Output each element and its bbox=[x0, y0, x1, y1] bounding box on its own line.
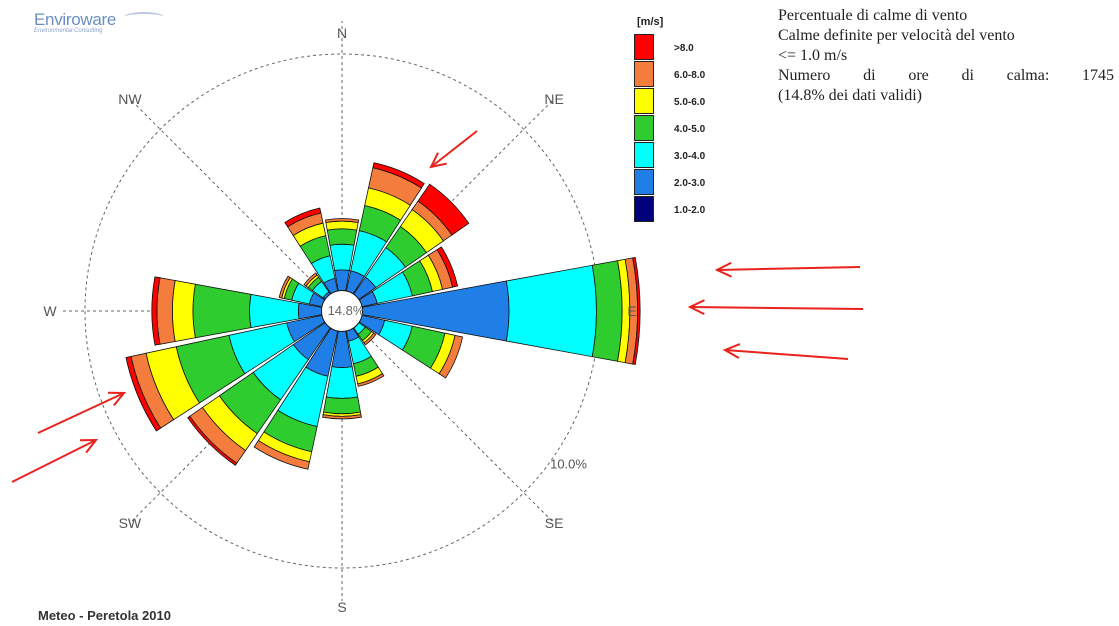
note-line-1: Percentuale di calme di vento bbox=[778, 7, 968, 24]
calm-circle bbox=[320, 289, 364, 333]
direction-label-s: S bbox=[337, 599, 346, 615]
note-line-4: Numero di ore di calma: 1745 bbox=[778, 67, 1114, 84]
ring-percentage-label: 10.0% bbox=[550, 456, 587, 471]
legend-label: 3.0-4.0 bbox=[674, 151, 706, 162]
direction-label-ne: NE bbox=[544, 91, 563, 107]
red-arrow-1 bbox=[430, 130, 478, 168]
petal-270->8.0 bbox=[151, 276, 161, 346]
axis-nw bbox=[129, 98, 343, 312]
petal-337.5->8.0 bbox=[284, 207, 322, 228]
calm-percentage-label: 14.8% bbox=[328, 303, 365, 318]
legend-swatch bbox=[634, 142, 654, 168]
petal-135-6.0-8.0 bbox=[363, 332, 377, 346]
petal-112.5-6.0-8.0 bbox=[438, 334, 464, 379]
direction-label-sw: SW bbox=[119, 515, 142, 531]
red-arrow-6 bbox=[11, 439, 97, 483]
legend-label: 2.0-3.0 bbox=[674, 178, 706, 189]
direction-label-se: SE bbox=[545, 515, 564, 531]
legend-label: 1.0-2.0 bbox=[674, 205, 706, 216]
red-arrows bbox=[11, 130, 864, 483]
petal-67.5->8.0 bbox=[436, 246, 459, 288]
legend-label: 5.0-6.0 bbox=[674, 97, 706, 108]
note-line-2: Calme definite per velocità del vento bbox=[778, 27, 1015, 44]
enviroware-logo: Enviroware Environmental Consulting bbox=[34, 10, 164, 34]
petal-0-5.0-6.0 bbox=[325, 220, 359, 231]
petal-180-4.0-5.0 bbox=[323, 396, 361, 415]
petal-157.5-6.0-8.0 bbox=[357, 373, 385, 387]
calm-and-ring-labels: 14.8% 10.0% bbox=[328, 303, 588, 471]
petal-247.5->8.0 bbox=[125, 355, 162, 432]
red-arrow-head-6 bbox=[79, 438, 99, 454]
note-line-3: <= 1.0 m/s bbox=[778, 47, 848, 64]
direction-labels: N NE E SE S SW W NW bbox=[43, 25, 636, 615]
petal-270-5.0-6.0 bbox=[171, 280, 196, 342]
wind-petals bbox=[125, 162, 641, 470]
red-arrow-head-5 bbox=[107, 391, 127, 407]
calm-note: Percentuale di calme di vento Calme defi… bbox=[778, 6, 1114, 106]
red-arrow-head-3 bbox=[687, 299, 705, 316]
legend-label: >8.0 bbox=[674, 43, 694, 54]
direction-label-nw: NW bbox=[118, 91, 142, 107]
petal-270-4.0-5.0 bbox=[192, 283, 252, 339]
axis-se bbox=[341, 310, 555, 524]
red-arrow-head-2 bbox=[714, 261, 732, 278]
petal-225->8.0 bbox=[187, 415, 238, 466]
legend-swatch bbox=[634, 169, 654, 195]
petal-45->8.0 bbox=[417, 183, 470, 236]
petal-0-4.0-5.0 bbox=[326, 228, 358, 246]
petal-0-3.0-4.0 bbox=[329, 243, 355, 272]
legend-swatch bbox=[634, 34, 654, 60]
direction-label-n: N bbox=[337, 25, 347, 41]
red-arrow-4 bbox=[724, 349, 849, 360]
legend-title: [m/s] bbox=[637, 16, 664, 28]
legend-swatch bbox=[634, 61, 654, 87]
petal-202.5-6.0-8.0 bbox=[253, 439, 311, 470]
petal-270-6.0-8.0 bbox=[156, 277, 176, 345]
legend-label: 4.0-5.0 bbox=[674, 124, 706, 135]
legend-label: 6.0-8.0 bbox=[674, 70, 706, 81]
petal-90-4.0-5.0 bbox=[591, 260, 623, 362]
red-arrow-head-4 bbox=[722, 343, 741, 359]
logo-swoosh bbox=[124, 12, 164, 22]
petal-22.5->8.0 bbox=[372, 162, 425, 189]
direction-label-e: E bbox=[627, 303, 636, 319]
note-line-5: (14.8% dei dati validi) bbox=[778, 87, 922, 104]
petal-90-3.0-4.0 bbox=[505, 264, 597, 358]
petal-180-3.0-4.0 bbox=[325, 366, 359, 399]
red-arrow-head-1 bbox=[429, 152, 447, 169]
red-arrow-5 bbox=[37, 392, 125, 434]
legend-swatch bbox=[634, 88, 654, 114]
petal-292.5-6.0-8.0 bbox=[278, 275, 291, 299]
petal-90->8.0 bbox=[632, 256, 641, 366]
red-arrow-2 bbox=[716, 266, 861, 271]
legend-swatch bbox=[634, 196, 654, 222]
petal-180-6.0-8.0 bbox=[322, 414, 362, 420]
red-arrow-3 bbox=[689, 306, 864, 310]
logo-tagline: Environmental Consulting bbox=[34, 28, 103, 34]
direction-label-w: W bbox=[43, 303, 57, 319]
petal-0-6.0-8.0 bbox=[324, 218, 360, 223]
logo-brand: Enviroware bbox=[34, 10, 117, 29]
chart-footer: Meteo - Peretola 2010 bbox=[38, 608, 171, 623]
petal-315-6.0-8.0 bbox=[303, 272, 318, 287]
legend-swatch bbox=[634, 115, 654, 141]
